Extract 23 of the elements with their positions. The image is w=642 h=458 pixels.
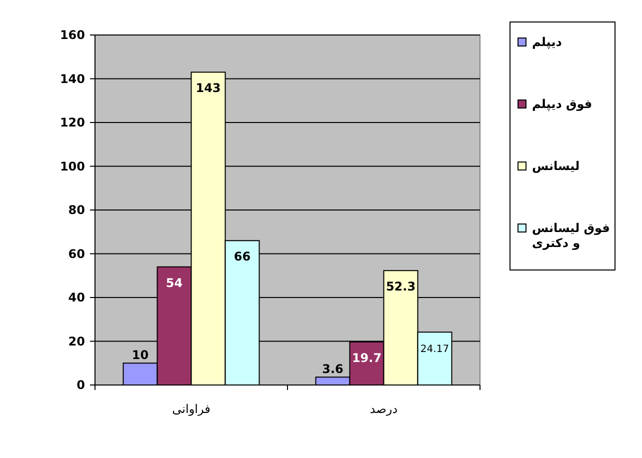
data-label: 52.3 [386,280,416,294]
y-tick-label: 20 [68,334,85,348]
y-tick-label: 80 [68,203,85,217]
data-label: 54 [166,276,183,290]
legend-label: فوق دیپلم [532,97,592,111]
y-tick-label: 60 [68,246,85,261]
y-tick-label: 0 [76,378,85,392]
y-tick-label: 160 [60,28,85,42]
data-label: 143 [196,81,221,96]
data-label: 10 [132,348,149,362]
data-label: 19.7 [352,350,382,365]
y-tick-label: 100 [60,159,85,174]
legend-label: دیپلم [532,35,562,49]
legend-label: فوق لیسانس و دکتری [532,221,610,250]
x-tick-label: درصد [370,402,398,416]
data-label: 66 [234,250,251,264]
legend-label: لیسانس [532,159,580,173]
x-tick-label: فراوانی [172,402,210,416]
y-tick-label: 40 [68,290,85,304]
data-label: 24.17 [420,344,450,356]
y-tick-label: 120 [60,116,85,130]
data-label: 3.6 [322,362,344,376]
y-tick-label: 140 [60,72,85,86]
